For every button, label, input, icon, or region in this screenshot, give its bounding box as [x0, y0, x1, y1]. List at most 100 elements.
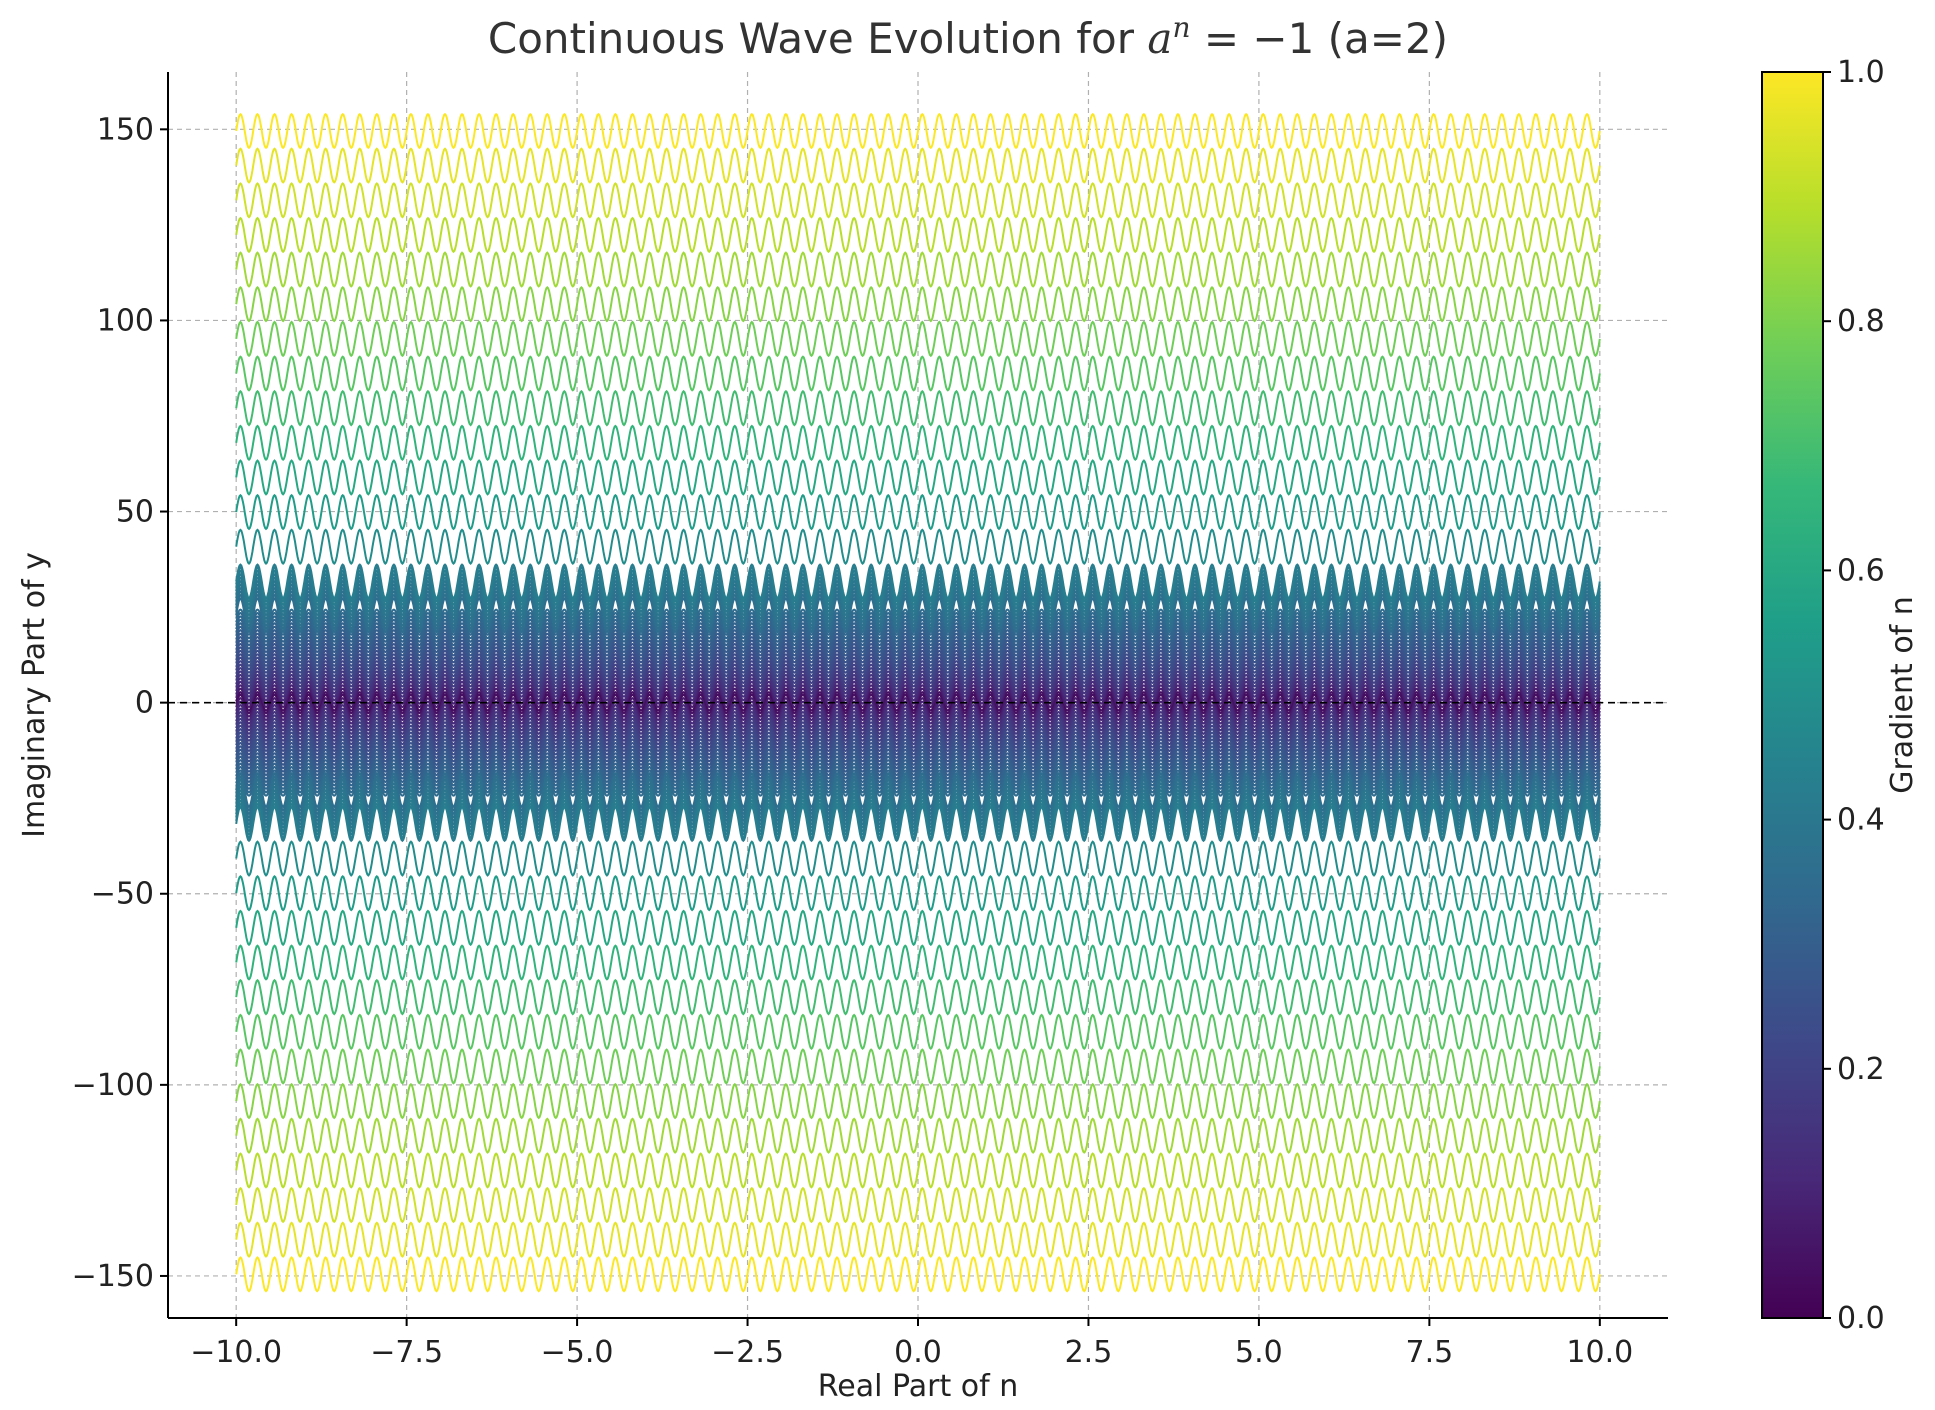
wave-line: [235, 978, 1601, 1016]
wave-line: [235, 762, 1601, 784]
y-tick-label: 150: [97, 112, 154, 147]
wave-series: [235, 112, 1601, 1293]
y-tick-label: 0: [135, 686, 154, 721]
wave-line: [235, 625, 1601, 647]
colorbar-ticks: 0.0 0.2 0.4 0.6 0.8 1.0: [1823, 55, 1885, 1336]
wave-line: [235, 909, 1601, 947]
x-tick-label: 10.0: [1566, 1335, 1633, 1370]
wave-line: [235, 748, 1601, 770]
wave-line: [235, 673, 1601, 695]
wave-line: [235, 663, 1601, 685]
wave-line: [235, 660, 1601, 681]
colorbar-tick-label: 0.6: [1837, 553, 1885, 588]
wave-line: [235, 707, 1601, 729]
x-tick-label: 2.5: [1065, 1335, 1113, 1370]
wave-line: [235, 632, 1601, 654]
wave-line: [235, 216, 1601, 254]
wave-line: [235, 734, 1601, 756]
y-axis-label: Imaginary Part of y: [17, 552, 52, 838]
wave-line: [235, 629, 1601, 650]
x-axis-ticks: −10.0 −7.5 −5.0 −2.5 0.0 2.5 5.0 7.5 10.0: [190, 1318, 1633, 1370]
wave-line: [235, 703, 1601, 725]
colorbar-tick-label: 0.8: [1837, 304, 1885, 339]
wave-line: [235, 670, 1601, 691]
wave-line: [235, 355, 1601, 392]
wave-line: [235, 286, 1601, 323]
wave-line: [235, 618, 1601, 640]
wave-line: [235, 459, 1601, 496]
wave-line: [235, 741, 1601, 763]
colorbar-tick-label: 1.0: [1837, 55, 1885, 90]
wave-line: [235, 728, 1601, 749]
y-tick-label: 100: [97, 303, 154, 338]
x-axis-label: Real Part of n: [818, 1369, 1018, 1404]
wave-line: [235, 680, 1601, 702]
wave-line: [235, 840, 1601, 877]
wave-line: [235, 615, 1601, 636]
wave-line: [235, 424, 1601, 461]
x-tick-label: −7.5: [370, 1335, 443, 1370]
wave-line: [235, 1082, 1601, 1120]
wave-line: [235, 635, 1601, 657]
wave-line: [235, 493, 1601, 531]
wave-line: [235, 717, 1601, 739]
wave-line: [235, 389, 1601, 427]
x-tick-label: −5.0: [541, 1335, 614, 1370]
wave-line: [235, 755, 1601, 777]
wave-line: [235, 745, 1601, 766]
wave-line: [235, 639, 1601, 661]
wave-line: [235, 1117, 1601, 1154]
wave-line: [235, 147, 1601, 184]
y-tick-label: −150: [72, 1259, 154, 1294]
colorbar-label: Gradient of n: [1885, 596, 1920, 794]
wave-line: [235, 731, 1601, 753]
y-axis-ticks: −150 −100 −50 0 50 100 150: [72, 112, 168, 1294]
wave-line: [235, 656, 1601, 678]
wave-line: [235, 1152, 1601, 1189]
wave-line: [235, 251, 1601, 288]
wave-line: [235, 1221, 1601, 1258]
wave-line: [235, 752, 1601, 773]
wave-line: [235, 563, 1601, 600]
wave-line: [235, 1048, 1601, 1085]
wave-line: [235, 700, 1601, 722]
wave-line: [235, 944, 1601, 981]
wave-line: [235, 721, 1601, 742]
wave-line: [235, 1186, 1601, 1224]
wave-line: [235, 769, 1601, 790]
y-tick-label: −100: [72, 1068, 154, 1103]
y-tick-label: −50: [91, 877, 154, 912]
colorbar: [1761, 71, 1824, 1319]
wave-line: [235, 112, 1601, 150]
wave-line: [235, 182, 1601, 219]
wave-line: [235, 759, 1601, 780]
wave-line: [235, 649, 1601, 671]
wave-line: [235, 677, 1601, 698]
colorbar-tick-label: 0.2: [1837, 1052, 1885, 1087]
wave-line: [235, 875, 1601, 912]
wave-line: [235, 320, 1601, 358]
wave-line: [235, 805, 1601, 843]
x-tick-label: 7.5: [1406, 1335, 1454, 1370]
x-tick-label: −10.0: [190, 1335, 282, 1370]
wave-line: [235, 1013, 1601, 1050]
wave-line: [235, 653, 1601, 674]
colorbar-tick-label: 0.4: [1837, 803, 1885, 838]
colorbar-tick-label: 0.0: [1837, 1301, 1885, 1336]
wave-line: [235, 765, 1601, 787]
wave-line: [235, 622, 1601, 643]
y-tick-label: 50: [116, 495, 154, 530]
wave-line: [235, 528, 1601, 566]
wave-line: [235, 724, 1601, 746]
wave-line: [235, 642, 1601, 664]
x-tick-label: −2.5: [711, 1335, 784, 1370]
wave-line: [235, 738, 1601, 760]
wave-line: [235, 714, 1601, 735]
x-tick-label: 5.0: [1235, 1335, 1283, 1370]
wave-line: [235, 697, 1601, 718]
wave-line: [235, 1256, 1601, 1293]
wave-line: [235, 693, 1601, 715]
wave-line: [235, 710, 1601, 732]
wave-line: [235, 646, 1601, 667]
